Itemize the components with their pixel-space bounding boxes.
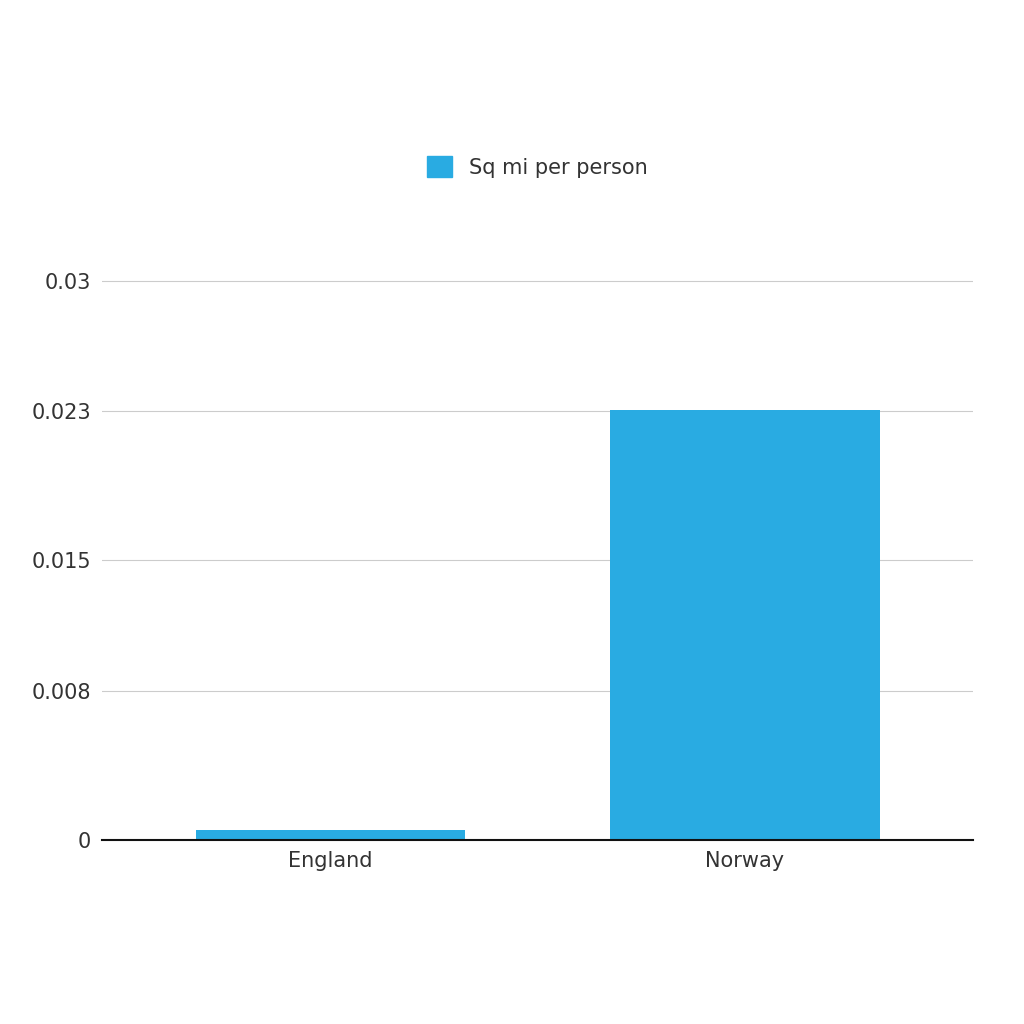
Legend: Sq mi per person: Sq mi per person [427, 156, 648, 177]
Bar [610, 410, 880, 840]
Bar [196, 830, 465, 840]
